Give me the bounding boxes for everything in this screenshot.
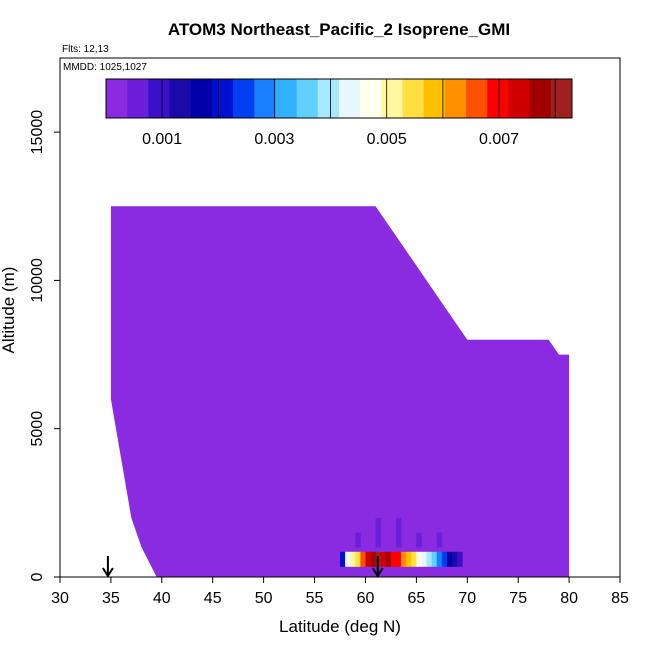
x-tick-label: 70 [458,590,476,607]
heatmap-cell [365,551,371,567]
colorbar-swatch [550,79,573,118]
flights-label: Flts: 12,13 [62,44,109,55]
colorbar-swatch [254,79,276,118]
heatmap-cell [350,551,356,567]
heatmap-cell [396,502,402,518]
colorbar-swatch [127,79,149,118]
heatmap-cell [446,551,453,567]
x-axis: 30 35 40 45 50 55 60 65 70 75 80 85 [51,577,629,607]
heatmap-cell [452,551,458,567]
colorbar-swatch [296,79,319,118]
colorbar-swatch [381,79,404,118]
colorbar-swatch [190,79,213,118]
y-tick-label: 5000 [29,411,46,447]
heatmap-cell [431,551,438,567]
heatmap-cell [396,551,402,567]
x-axis-label: Latitude (deg N) [279,617,401,636]
chart-title: ATOM3 Northeast_Pacific_2 Isoprene_GMI [168,20,510,39]
x-tick-label: 50 [255,590,273,607]
y-axis-label: Altitude (m) [0,267,18,354]
flight-arrows [102,556,384,578]
x-tick-label: 45 [204,590,222,607]
x-tick-label: 75 [509,590,527,607]
heatmap-cell [396,532,402,548]
dates-label: MMDD: 1025,1027 [63,62,147,73]
colorbar-swatch [444,79,467,118]
flight-arrow-head [371,567,384,578]
colorbar-swatch [339,79,361,118]
colorbar-swatch [106,79,128,118]
colorbar-swatch [487,79,509,118]
colorbar-swatch [169,79,192,118]
colorbar-tick-label: 0.001 [142,131,182,148]
plot-area [110,206,570,578]
colorbar: 0.001 0.003 0.005 0.007 [105,78,573,148]
heatmap-cell [436,532,443,548]
colorbar-swatch [317,79,340,118]
x-tick-label: 30 [51,590,69,607]
x-tick-label: 60 [357,590,375,607]
heatmap-cell [416,551,422,567]
colorbar-tick-label: 0.003 [254,131,294,148]
heatmap-cell [457,551,463,567]
x-tick-label: 85 [611,590,629,607]
heatmap-cell [436,551,443,567]
heatmap-cell [385,551,392,567]
colorbar-frame [105,78,573,119]
heatmap-cell [406,551,412,567]
colorbar-swatch [508,79,531,118]
heatmap-cell [380,551,387,567]
heatmap-cell [360,551,366,567]
heatmap-cell [345,551,351,567]
colorbar-swatch [423,79,446,118]
heatmap-cell [375,517,382,533]
heatmap-cell [411,551,417,567]
colorbar-tick-label: 0.007 [479,131,519,148]
colorbar-swatch [529,79,552,118]
background-concentration-region [110,206,570,578]
colorbar-tick-label: 0.005 [367,131,407,148]
y-axis: 0 5000 10000 15000 [29,110,60,581]
heatmap-cell [370,551,376,567]
colorbar-swatch [466,79,488,118]
flight-arrow-head [102,567,114,578]
heatmap-cell [355,551,361,567]
colorbar-swatch [402,79,425,118]
colorbar-swatch [360,79,382,118]
colorbar-swatch [275,79,298,118]
heatmap-cell [340,551,346,567]
x-tick-label: 55 [306,590,324,607]
colorbar-swatch [233,79,255,118]
heatmap-cell [396,517,402,533]
x-tick-label: 80 [560,590,578,607]
heatmap-cell [421,551,427,567]
heatmap-cell [375,532,382,548]
heatmap-cell [416,517,422,533]
y-tick-label: 15000 [29,110,46,155]
colorbar-swatch [148,79,171,118]
heatmap-cell [355,517,361,533]
x-tick-label: 40 [153,590,171,607]
heatmap-cell [426,551,432,567]
y-tick-label: 0 [29,572,46,581]
x-tick-label: 65 [408,590,426,607]
heatmap-cell [355,532,361,548]
heatmap-cell [401,551,407,567]
heatmap-cell [441,551,448,567]
heatmap-cell [375,502,382,518]
heatmap-cell [416,532,422,548]
heatmap-cell [390,551,397,567]
colorbar-swatch [211,79,234,118]
x-tick-label: 35 [102,590,120,607]
y-tick-label: 10000 [29,258,46,303]
plot-frame [59,57,621,578]
